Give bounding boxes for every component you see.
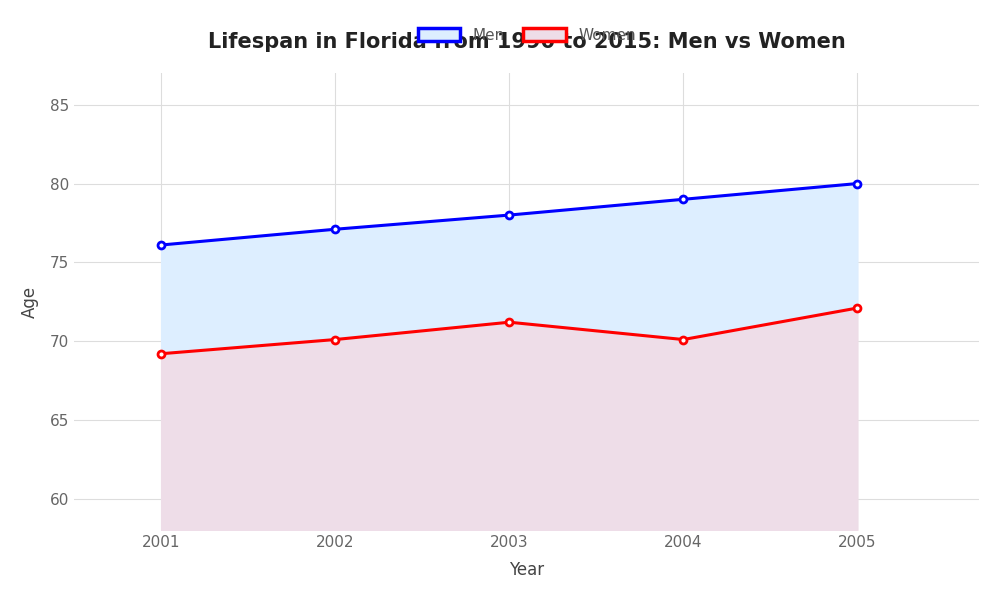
- Title: Lifespan in Florida from 1990 to 2015: Men vs Women: Lifespan in Florida from 1990 to 2015: M…: [208, 32, 846, 52]
- Y-axis label: Age: Age: [21, 286, 39, 318]
- Legend: Men, Women: Men, Women: [411, 22, 642, 49]
- X-axis label: Year: Year: [509, 561, 544, 579]
